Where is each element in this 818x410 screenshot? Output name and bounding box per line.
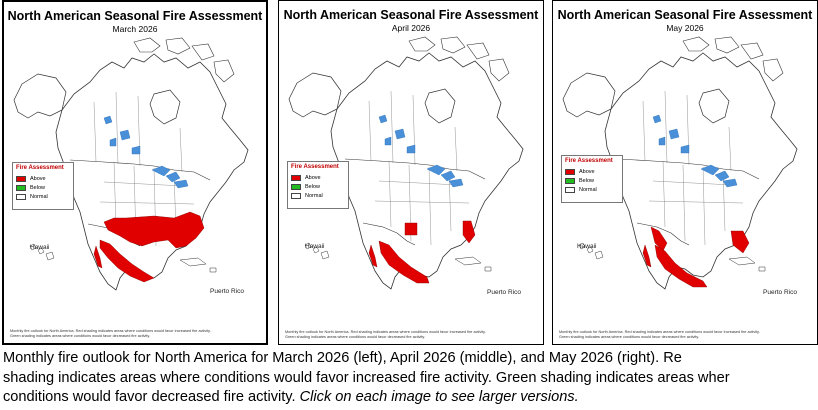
legend-label-above: Above [305,174,321,181]
above-region-baja [368,244,378,268]
fire-map-may [562,36,798,290]
above-region-florida [730,230,750,254]
map-footnote: Monthly fire outlook for North America. … [10,329,260,339]
label-puerto-rico: Puerto Rico [210,288,244,295]
legend-swatch-below [565,177,575,184]
footnote-line-1: Monthly fire outlook for North America. … [285,330,486,334]
legend-title: Fire Assessment [565,158,613,164]
above-region-baja [642,244,652,268]
legend-title: Fire Assessment [291,164,339,170]
legend-label-normal: Normal [305,192,323,199]
label-hawaii: Hawaii [305,243,325,250]
map-month: March 2026 [112,24,158,34]
above-region-mexico [378,240,430,284]
map-title: North American Seasonal Fire Assessment [557,8,813,22]
legend: Fire Assessment Above Below Normal [561,155,623,203]
legend-swatch-below [16,184,26,191]
legend-label-normal: Normal [579,186,597,193]
above-region-baja [93,245,103,269]
legend: Fire Assessment Above Below Normal [12,162,74,210]
map-panel-march[interactable]: North American Seasonal Fire Assessment … [2,0,268,345]
legend-label-above: Above [579,168,595,175]
label-hawaii: Hawaii [30,244,50,251]
footnote-line-1: Monthly fire outlook for North America. … [10,329,211,333]
map-panel-april[interactable]: North American Seasonal Fire Assessment … [278,0,544,345]
legend-swatch-above [16,175,26,182]
above-region-mexico [654,244,708,288]
legend-title: Fire Assessment [16,165,64,171]
above-region-southwest [650,226,668,252]
footnote-line-1: Monthly fire outlook for North America. … [559,330,760,334]
map-title: North American Seasonal Fire Assessment [7,9,263,23]
figure-caption: Monthly fire outlook for North America f… [3,349,818,408]
footnote-line-2: Green shading indicates areas where cond… [10,334,151,338]
map-footnote: Monthly fire outlook for North America. … [285,330,537,340]
caption-line-3: conditions would favor decreased fire ac… [3,388,818,408]
map-month: April 2026 [391,23,431,33]
map-footnote: Monthly fire outlook for North America. … [559,330,811,340]
map-panel-may[interactable]: North American Seasonal Fire Assessment … [552,0,818,345]
footnote-line-2: Green shading indicates areas where cond… [559,335,700,339]
legend-label-normal: Normal [30,193,48,200]
legend-label-below: Below [579,177,594,184]
footnote-line-2: Green shading indicates areas where cond… [285,335,426,339]
legend-swatch-normal [291,192,301,199]
caption-line-1: Monthly fire outlook for North America f… [3,350,682,366]
legend: Fire Assessment Above Below Normal [287,161,349,209]
legend-label-below: Below [30,184,45,191]
legend-swatch-above [291,174,301,181]
fire-map-march [13,37,249,291]
label-hawaii: Hawaii [577,243,597,250]
above-region-mexico [99,239,155,283]
map-month: May 2026 [666,23,704,33]
legend-swatch-normal [16,193,26,200]
above-region-florida [462,220,476,244]
legend-label-above: Above [30,175,46,182]
map-title: North American Seasonal Fire Assessment [283,8,539,22]
caption-line-2: shading indicates areas where conditions… [3,369,730,386]
legend-swatch-below [291,183,301,190]
above-region-southern-us [103,211,205,249]
legend-label-below: Below [305,183,320,190]
legend-swatch-normal [565,186,575,193]
label-puerto-rico: Puerto Rico [487,289,521,296]
above-region-texas-block [404,222,418,236]
caption-click-hint[interactable]: Click on each image to see larger versio… [299,389,579,405]
label-puerto-rico: Puerto Rico [763,289,797,296]
fire-map-april [288,36,524,290]
legend-swatch-above [565,168,575,175]
caption-line-3-text: conditions would favor decreased fire ac… [3,389,300,405]
